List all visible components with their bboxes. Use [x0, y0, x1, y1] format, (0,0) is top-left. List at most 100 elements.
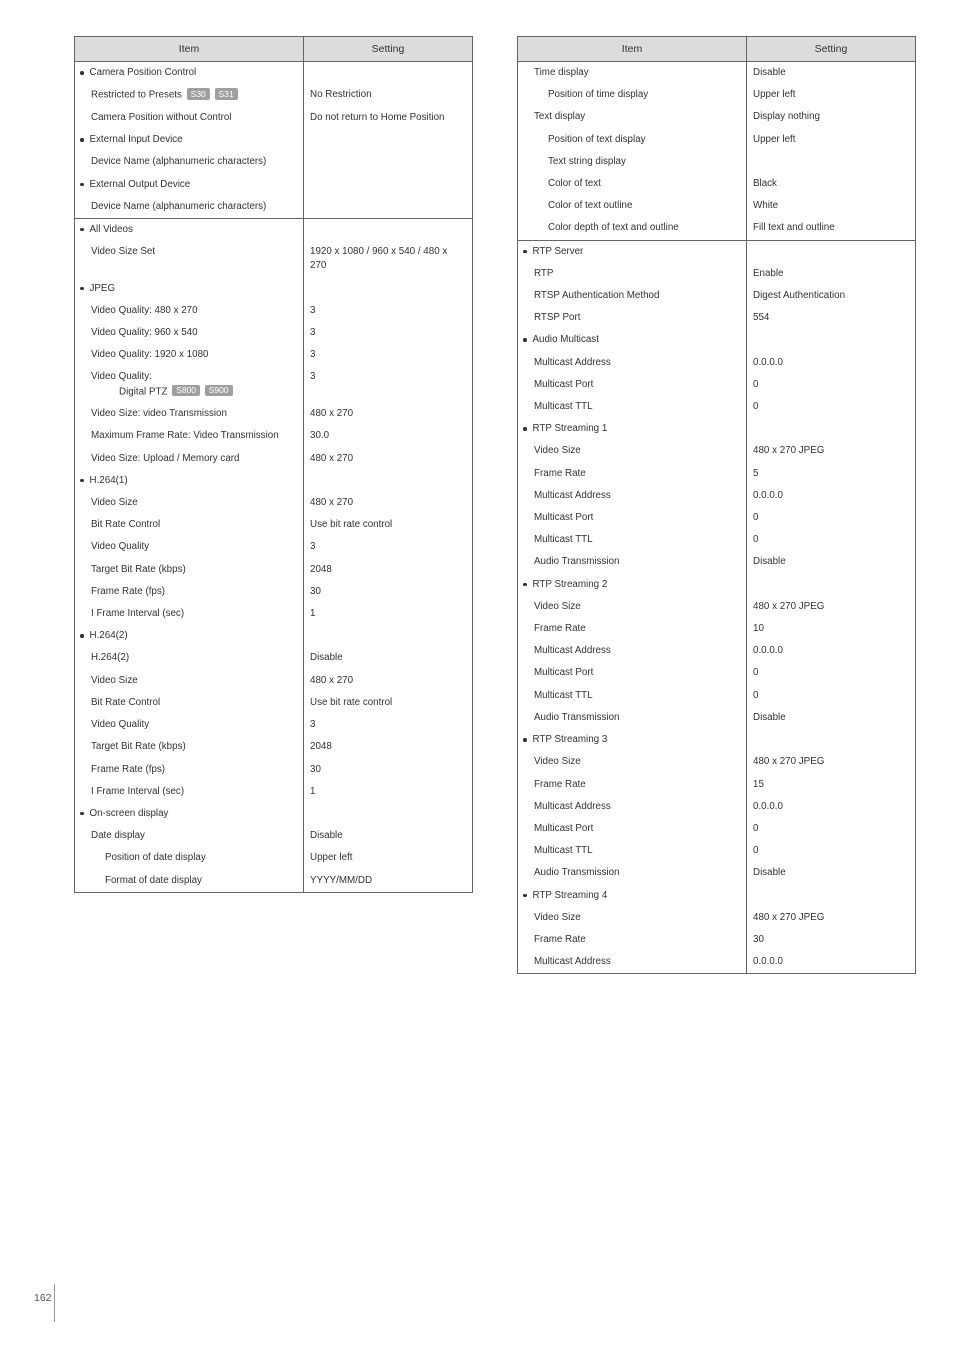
- item-cell: Multicast TTL: [518, 685, 747, 707]
- item-label: RTSP Authentication Method: [524, 289, 740, 303]
- table-row: Multicast TTL0: [518, 685, 916, 707]
- setting-cell: 0: [747, 529, 916, 551]
- setting-cell: 480 x 270: [304, 492, 473, 514]
- model-tag: S31: [215, 88, 238, 100]
- item-label: Multicast TTL: [524, 844, 740, 858]
- setting-cell: 1: [304, 603, 473, 625]
- item-cell: Multicast TTL: [518, 840, 747, 862]
- setting-cell: Fill text and outline: [747, 217, 916, 240]
- table-row: Color of text outlineWhite: [518, 195, 916, 217]
- group-header-label: Audio Multicast: [533, 333, 599, 347]
- table-row: Video Size480 x 270 JPEG: [518, 596, 916, 618]
- item-label: Device Name (alphanumeric characters): [81, 200, 297, 214]
- item-label: RTSP Port: [524, 311, 740, 325]
- table-row: Video Size480 x 270 JPEG: [518, 751, 916, 773]
- group-header-row: External Output Device: [75, 174, 473, 196]
- item-label: Maximum Frame Rate: Video Transmission: [81, 429, 297, 443]
- table-row: Video Size480 x 270 JPEG: [518, 440, 916, 462]
- table-row: Multicast Port 0: [518, 818, 916, 840]
- table-row: Multicast TTL0: [518, 396, 916, 418]
- group-header-row: RTP Streaming 3: [518, 729, 916, 751]
- setting-cell: White: [747, 195, 916, 217]
- item-label: Text string display: [524, 155, 740, 169]
- setting-cell: 480 x 270: [304, 448, 473, 470]
- group-header-label: External Input Device: [90, 133, 183, 147]
- group-header-cell: RTP Streaming 1: [518, 418, 747, 440]
- item-label: I Frame Interval (sec): [81, 607, 297, 621]
- item-cell: Target Bit Rate (kbps): [75, 736, 304, 758]
- setting-cell: 3: [304, 344, 473, 366]
- table-row: Multicast Address0.0.0.0: [518, 640, 916, 662]
- item-label: Color of text: [524, 177, 740, 191]
- item-cell: RTP: [518, 263, 747, 285]
- setting-cell: [304, 196, 473, 219]
- setting-cell: 3: [304, 322, 473, 344]
- table-row: Multicast TTL0: [518, 529, 916, 551]
- group-header-row: JPEG: [75, 278, 473, 300]
- item-cell: Video Quality: 1920 x 1080: [75, 344, 304, 366]
- setting-cell: 5: [747, 463, 916, 485]
- table-row: Video Quality: 960 x 5403: [75, 322, 473, 344]
- item-label: Frame Rate: [524, 778, 740, 792]
- setting-cell: 480 x 270: [304, 403, 473, 425]
- item-label: Video Size: Upload / Memory card: [81, 452, 297, 466]
- group-header-setting: [304, 218, 473, 241]
- item-cell: Video Size: Upload / Memory card: [75, 448, 304, 470]
- setting-cell: 0: [747, 818, 916, 840]
- item-cell: Video Size: video Transmission: [75, 403, 304, 425]
- item-label: Frame Rate: [524, 622, 740, 636]
- table-row: Multicast Address0.0.0.0: [518, 796, 916, 818]
- table-row: Frame Rate5: [518, 463, 916, 485]
- group-header-cell: External Output Device: [75, 174, 304, 196]
- item-label: Video Quality: [81, 540, 297, 554]
- item-label-line2: Digital PTZ S800 S900: [81, 385, 297, 400]
- bullet-icon: [523, 338, 527, 342]
- item-label: Position of time display: [524, 88, 740, 102]
- item-label: Audio Transmission: [524, 866, 740, 880]
- group-header-label: RTP Streaming 2: [533, 578, 608, 592]
- item-label: Position of text display: [524, 133, 740, 147]
- item-cell: H.264(2): [75, 647, 304, 669]
- item-cell: Video Size: [518, 751, 747, 773]
- item-cell: Restricted to Presets S30 S31: [75, 84, 304, 107]
- group-header-cell: On-screen display: [75, 803, 304, 825]
- setting-cell: Display nothing: [747, 106, 916, 128]
- group-header-label: RTP Server: [533, 245, 584, 259]
- group-header-cell: RTP Server: [518, 240, 747, 263]
- page-number: 162: [34, 1292, 52, 1304]
- item-cell: Maximum Frame Rate: Video Transmission: [75, 425, 304, 447]
- item-label: Multicast Port: [524, 822, 740, 836]
- item-label: Multicast Address: [524, 489, 740, 503]
- model-tag: S30: [187, 88, 210, 100]
- item-cell: Time display: [518, 62, 747, 85]
- table-row: Frame Rate15: [518, 774, 916, 796]
- group-header-label: RTP Streaming 4: [533, 889, 608, 903]
- item-label: H.264(2): [81, 651, 297, 665]
- table-row: Text displayDisplay nothing: [518, 106, 916, 128]
- item-label: Video Size: [524, 911, 740, 925]
- item-label: Frame Rate (fps): [81, 585, 297, 599]
- setting-cell: 0.0.0.0: [747, 352, 916, 374]
- setting-cell: 3: [304, 536, 473, 558]
- bullet-icon: [80, 183, 84, 187]
- table-row: Color of textBlack: [518, 173, 916, 195]
- table-row: Text string display: [518, 151, 916, 173]
- setting-cell: 480 x 270 JPEG: [747, 440, 916, 462]
- setting-cell: Disable: [747, 707, 916, 729]
- group-header-row: RTP Streaming 1: [518, 418, 916, 440]
- group-header-label: All Videos: [90, 223, 133, 237]
- setting-cell: Digest Authentication: [747, 285, 916, 307]
- table-row: Video Size480 x 270: [75, 492, 473, 514]
- group-header-setting: [747, 240, 916, 263]
- item-cell: Video Quality: [75, 536, 304, 558]
- table-row: Video Size: Upload / Memory card 480 x 27…: [75, 448, 473, 470]
- left-column: Item Setting Camera Position ControlRest…: [74, 36, 473, 974]
- table-row: Multicast Port0: [518, 507, 916, 529]
- bullet-icon: [523, 894, 527, 898]
- item-label: Multicast Address: [524, 644, 740, 658]
- group-header-row: H.264(2): [75, 625, 473, 647]
- table-row: Bit Rate ControlUse bit rate control: [75, 692, 473, 714]
- bullet-icon: [523, 250, 527, 254]
- table-row: Target Bit Rate (kbps)2048: [75, 559, 473, 581]
- item-label: Video Size: [81, 674, 297, 688]
